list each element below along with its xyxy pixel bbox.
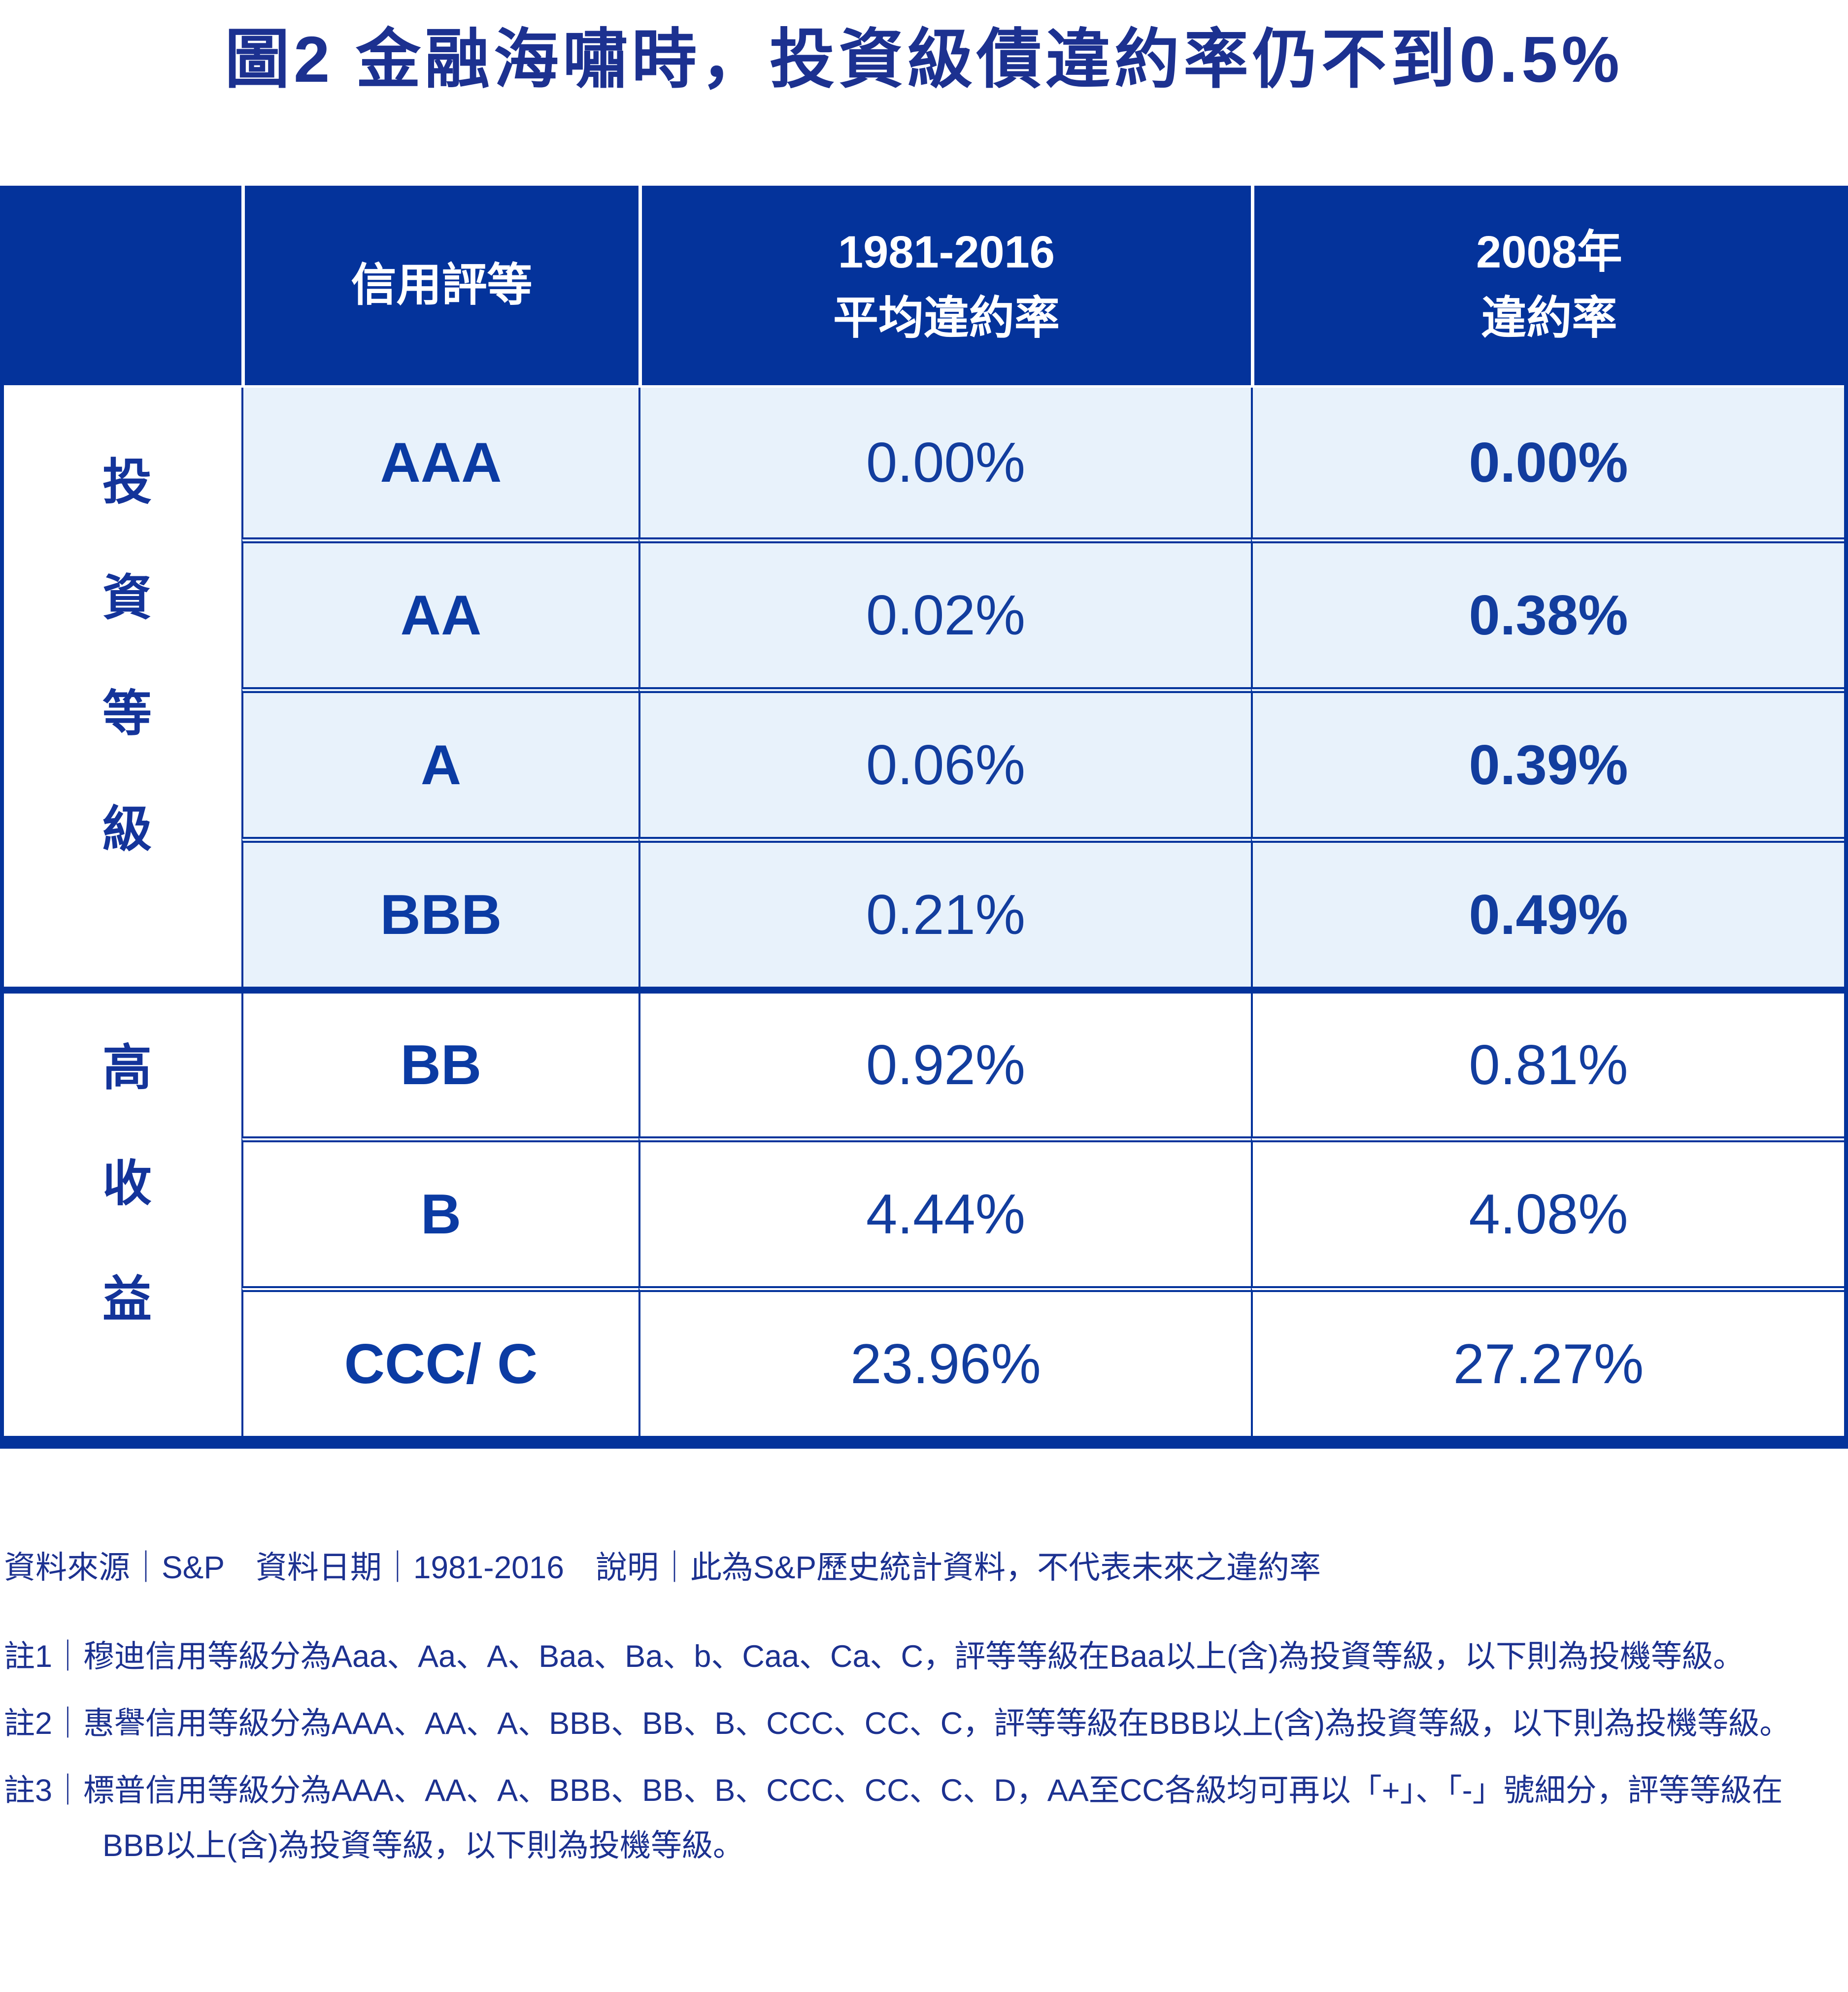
group-cell-high-yield: 高收益 — [4, 987, 241, 1436]
rating-cell-a: A — [241, 687, 638, 837]
header-label-2008-year: 2008年 — [1476, 227, 1622, 278]
avg-default-cell-aa: 0.02% — [638, 537, 1251, 687]
rating-cell-ccc-c: CCC/ C — [241, 1286, 638, 1436]
rating-cell-aaa: AAA — [241, 388, 638, 537]
default-2008-cell-ccc-c: 27.27% — [1251, 1286, 1844, 1436]
header-cell-2008-default-rate: 2008年 違約率 — [1251, 186, 1844, 388]
default-2008-cell-bbb: 0.49% — [1251, 837, 1844, 987]
header-label-avg-period: 1981-2016 — [838, 227, 1055, 278]
figure-title: 圖2 金融海嘯時，投資級債違約率仍不到0.5% — [225, 23, 1623, 96]
header-label-credit-rating: 信用評等 — [351, 260, 533, 310]
avg-default-cell-a: 0.06% — [638, 687, 1251, 837]
footnote-1: 註1｜穆迪信用等級分為Aaa、Aa、A、Baa、Ba、b、Caa、Ca、C，評等… — [4, 1639, 1745, 1674]
default-rate-table: 信用評等 1981-2016 平均違約率 2008年 違約率 投資等級 高收益 … — [0, 186, 1848, 1449]
header-corner-cell — [4, 186, 241, 388]
default-2008-cell-bb: 0.81% — [1251, 987, 1844, 1136]
default-2008-cell-aa: 0.38% — [1251, 537, 1844, 687]
avg-default-cell-b: 4.44% — [638, 1136, 1251, 1286]
rating-cell-bbb: BBB — [241, 837, 638, 987]
header-label-avg-rate: 平均違約率 — [833, 293, 1060, 343]
header-cell-credit-rating: 信用評等 — [241, 186, 638, 388]
group-label-investment-grade: 投資等級 — [95, 456, 150, 919]
avg-default-cell-ccc-c: 23.96% — [638, 1286, 1251, 1436]
rating-cell-aa: AA — [241, 537, 638, 687]
header-label-2008-rate: 違約率 — [1481, 293, 1617, 343]
rating-cell-bb: BB — [241, 987, 638, 1136]
avg-default-cell-bb: 0.92% — [638, 987, 1251, 1136]
avg-default-cell-aaa: 0.00% — [638, 388, 1251, 537]
avg-default-cell-bbb: 0.21% — [638, 837, 1251, 987]
group-cell-investment-grade: 投資等級 — [4, 388, 241, 987]
default-2008-cell-b: 4.08% — [1251, 1136, 1844, 1286]
group-label-high-yield: 高收益 — [95, 1041, 150, 1389]
source-line: 資料來源｜S&P 資料日期｜1981-2016 說明｜此為S&P歷史統計資料，不… — [4, 1550, 1321, 1585]
footnote-3: 註3｜標普信用等級分為AAA、AA、A、BBB、BB、B、CCC、CC、C、D，… — [4, 1773, 1783, 1863]
footnote-2: 註2｜惠譽信用等級分為AAA、AA、A、BBB、BB、B、CCC、CC、C，評等… — [4, 1706, 1791, 1741]
footnotes: 註1｜穆迪信用等級分為Aaa、Aa、A、Baa、Ba、b、Caa、Ca、C，評等… — [0, 1629, 1848, 1873]
default-2008-cell-aaa: 0.00% — [1251, 388, 1844, 537]
rating-cell-b: B — [241, 1136, 638, 1286]
default-2008-cell-a: 0.39% — [1251, 687, 1844, 837]
header-cell-avg-default-rate: 1981-2016 平均違約率 — [638, 186, 1251, 388]
